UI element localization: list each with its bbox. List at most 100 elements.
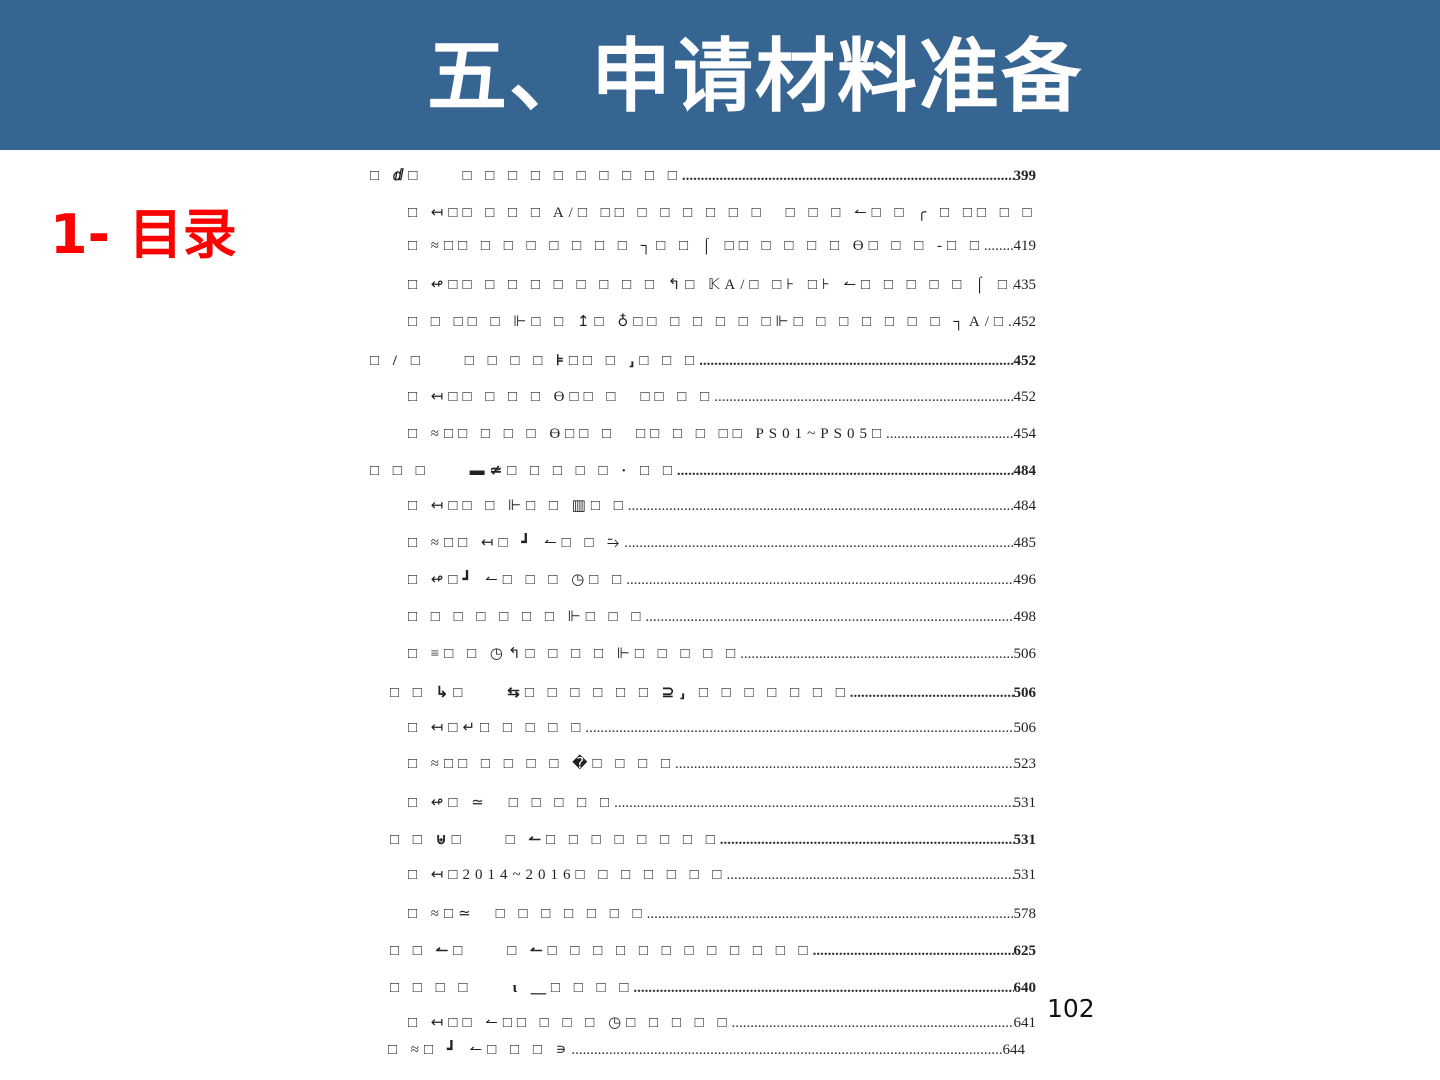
toc-entry-title: □ □ □ □ □ □ □ ⊩□ □ □ bbox=[408, 608, 646, 625]
toc-leader-dots: ........................................… bbox=[626, 571, 1013, 588]
toc-entry: □ □ □ ▬≄□ □ □ □ □ · □ □.................… bbox=[370, 459, 1036, 489]
toc-entry: □ ↤□2014~2016□ □ □ □ □ □ □..............… bbox=[408, 865, 1036, 895]
toc-entry-title: □ ↤□↵□ □ □ □ □ bbox=[408, 719, 586, 736]
toc-entry: □ ≈□□ □ □ □ □ □ □ □ ┐□ □ ⌠ □□ □ □ □ □ ϴ□… bbox=[408, 238, 1036, 268]
toc-entry: □ ↤□↵□ □ □ □ □..........................… bbox=[408, 718, 1036, 748]
toc-entry: □ ↤□□ □ □ □ ϴ□□ □ □□ □ □................… bbox=[408, 385, 1036, 415]
toc-entry: □ ≈□ ┛ ↼□ □ □ ∍.........................… bbox=[388, 1040, 1025, 1070]
toc-entry-title: □ ↤□2014~2016□ □ □ □ □ □ □ bbox=[408, 867, 727, 884]
toc-entry-title: □ ≈□□ ↤□ ┛ ↼□ □ ⥲ bbox=[408, 535, 625, 551]
toc-entry: □ ≈□□ □ □ □ ϴ□□ □ □□ □ □ □□ PS01~PS05□..… bbox=[408, 422, 1036, 452]
toc-entry-title: □ □ ↳□ ⇆□ □ □ □ □ □ ⊇⸥ □ □ □ □ □ □ □ bbox=[390, 684, 850, 701]
toc-entry-page: 484 bbox=[1013, 498, 1037, 515]
toc-entry: □ ⅆ□ □ □ □ □ □ □ □ □ □ □................… bbox=[370, 164, 1036, 194]
toc-entry-title: □ ≈□≃ □ □ □ □ □ □ □ bbox=[408, 906, 647, 922]
toc-entry-title: □ □ □ ▬≄□ □ □ □ □ · □ □ bbox=[370, 463, 677, 480]
toc-entry: □ □ □ □ □ □ □ ⊩□ □ □....................… bbox=[408, 607, 1036, 637]
toc-entry-page: 531 bbox=[1013, 795, 1037, 812]
toc-leader-dots: ........................................… bbox=[1007, 313, 1014, 330]
toc-entry-page: 640 bbox=[1013, 979, 1037, 996]
toc-entry-title: □ / □ □ □ □ □ ⊧□□ □ ⸥□ □ □ bbox=[370, 352, 700, 369]
toc-entry-title: □ ⅆ□ □ □ □ □ □ □ □ □ □ □ bbox=[370, 168, 682, 184]
title-bar: 五、申请材料准备 bbox=[0, 0, 1440, 150]
toc-leader-dots: ........................................… bbox=[740, 645, 1014, 662]
toc-entry-page: 419 bbox=[1013, 237, 1037, 254]
toc-entry-page: 506 bbox=[1013, 684, 1037, 701]
toc-leader-dots: ........................................… bbox=[645, 608, 1014, 625]
slide-page-number: 102 bbox=[1047, 994, 1095, 1023]
toc-entry: □ □ □ □ ι ＿□ □ □ □......................… bbox=[390, 976, 1036, 1006]
toc-leader-dots: ........................................… bbox=[812, 942, 1014, 959]
toc-entry-title: □ □ ↼□ □ ↼□ □ □ □ □ □ □ □ □ □ □ □ bbox=[390, 942, 813, 959]
toc-entry-page: 452 bbox=[1013, 352, 1037, 369]
toc-entry-page: 452 bbox=[1013, 389, 1037, 406]
toc-entry-title: □ ↤□□ ↼□□ □ □ □ ◷□ □ □ □ □ bbox=[408, 1014, 732, 1031]
toc-entry: □ ↤□□ ↼□□ □ □ □ ◷□ □ □ □ □..............… bbox=[408, 1013, 1036, 1043]
toc-entry: □ ≈□□ □ □ □ □ �□ □ □ □..................… bbox=[408, 754, 1036, 784]
toc-entry: □ ↤□□ □ □ □ A/□ □□ □ □ □ □ □ □ □ □ □ ↼□ … bbox=[408, 201, 1036, 231]
toc-entry-title: □ ≈□ ┛ ↼□ □ □ ∍ bbox=[388, 1042, 572, 1058]
toc-entry-page: 435 bbox=[1013, 276, 1037, 293]
toc-leader-dots: ........................................… bbox=[983, 237, 1014, 254]
toc-leader-dots: ........................................… bbox=[886, 426, 1014, 443]
toc-entry-title: □ ≈□□ □ □ □ ϴ□□ □ □□ □ □ □□ PS01~PS05□ bbox=[408, 426, 887, 443]
toc-entry: □ ≈□≃ □ □ □ □ □ □ □.....................… bbox=[408, 902, 1036, 932]
toc-entry-title: □ ↤□□ □ □ □ A/□ □□ □ □ □ □ □ □ □ □ □ ↼□ … bbox=[408, 204, 1036, 221]
toc-entry-page: 454 bbox=[1013, 426, 1037, 443]
section-label: 1- 目录 bbox=[50, 203, 237, 266]
toc-entry: □ □ □□ □ ⊩□ □ ↥□ ♁□□ □ □ □ □ □⊩□ □ □ □ □… bbox=[408, 312, 1036, 342]
toc-leader-dots: ........................................… bbox=[1012, 277, 1014, 294]
toc-entry-title: □ ↫□┛ ↼□ □ □ ◷□ □ bbox=[408, 571, 627, 588]
toc-leader-dots: ........................................… bbox=[726, 867, 1013, 884]
toc-entry-page: 641 bbox=[1013, 1014, 1037, 1031]
toc-leader-dots: ........................................… bbox=[719, 832, 1014, 849]
toc-leader-dots: ........................................… bbox=[614, 795, 1013, 812]
toc-leader-dots: ........................................… bbox=[571, 1042, 1003, 1058]
toc-leader-dots: ........................................… bbox=[633, 979, 1013, 996]
toc-entry: □ ↫□ ≃ □ □ □ □ □........................… bbox=[408, 791, 1036, 821]
toc-leader-dots: ........................................… bbox=[675, 756, 1014, 773]
toc-entry: □ ↫□□ □ □ □ □ □ □ □ □ ↰□ 𝕂A/□ □⊦ □⊦ ↼□ □… bbox=[408, 275, 1036, 305]
toc-entry-title: □ □ ⊎□ □ ↼□ □ □ □ □ □ □ □ bbox=[390, 832, 720, 849]
toc-entry-page: 531 bbox=[1013, 832, 1037, 849]
toc-leader-dots: ........................................… bbox=[714, 389, 1013, 406]
slide-title: 五、申请材料准备 bbox=[427, 30, 1083, 123]
toc-leader-dots: ........................................… bbox=[627, 498, 1014, 515]
toc-entry-page: 485 bbox=[1013, 535, 1037, 551]
toc-leader-dots: ........................................… bbox=[681, 168, 1014, 184]
toc-entry-page: 578 bbox=[1013, 906, 1037, 922]
toc-entry: □ ↫□┛ ↼□ □ □ ◷□ □.......................… bbox=[408, 570, 1036, 600]
toc-leader-dots: ........................................… bbox=[676, 463, 1014, 480]
toc-leader-dots: ........................................… bbox=[585, 719, 1013, 736]
toc-entry: □ ≈□□ ↤□ ┛ ↼□ □ ⥲.......................… bbox=[408, 533, 1036, 563]
toc-entry: □ □ ⊎□ □ ↼□ □ □ □ □ □ □ □...............… bbox=[390, 828, 1036, 858]
toc-entry-title: □ ≈□□ □ □ □ □ �□ □ □ □ bbox=[408, 756, 676, 773]
toc-leader-dots: ........................................… bbox=[849, 684, 1014, 701]
toc-entry-page: 625 bbox=[1013, 942, 1037, 959]
toc-entry: □ ↤□□ □ ⊩□ □ ▥□ □.......................… bbox=[408, 496, 1036, 526]
toc-entry-title: □ □ □□ □ ⊩□ □ ↥□ ♁□□ □ □ □ □ □⊩□ □ □ □ □… bbox=[408, 313, 1008, 330]
toc-entry-title: □ ≈□□ □ □ □ □ □ □ □ ┐□ □ ⌠ □□ □ □ □ □ ϴ□… bbox=[408, 237, 984, 254]
toc-entry: □ □ ↼□ □ ↼□ □ □ □ □ □ □ □ □ □ □ □.......… bbox=[390, 939, 1036, 969]
toc-entry-page: 523 bbox=[1013, 756, 1037, 773]
toc-leader-dots: ........................................… bbox=[646, 906, 1014, 922]
toc-entry-page: 496 bbox=[1013, 571, 1037, 588]
toc-entry-page: 531 bbox=[1013, 867, 1037, 884]
toc-entry-page: 399 bbox=[1013, 168, 1037, 184]
toc-entry-title: □ ≡□ □ ◷↰□ □ □ □ ⊩□ □ □ □ □ bbox=[408, 645, 741, 662]
toc-entry-title: □ ↫□□ □ □ □ □ □ □ □ □ ↰□ 𝕂A/□ □⊦ □⊦ ↼□ □… bbox=[408, 276, 1012, 293]
toc-entry-page: 506 bbox=[1013, 645, 1037, 662]
toc-entry-title: □ □ □ □ ι ＿□ □ □ □ bbox=[390, 979, 634, 996]
toc-entry-title: □ ↫□ ≃ □ □ □ □ □ bbox=[408, 795, 615, 812]
toc-entry-page: 506 bbox=[1013, 719, 1037, 736]
toc-entry: □ □ ↳□ ⇆□ □ □ □ □ □ ⊇⸥ □ □ □ □ □ □ □....… bbox=[390, 681, 1036, 711]
toc-leader-dots: ........................................… bbox=[624, 535, 1013, 551]
toc-entry-page: 498 bbox=[1013, 608, 1037, 625]
toc-leader-dots: ........................................… bbox=[699, 352, 1014, 369]
toc-entry-page: 484 bbox=[1013, 463, 1037, 480]
toc-entry: □ ≡□ □ ◷↰□ □ □ □ ⊩□ □ □ □ □.............… bbox=[408, 644, 1036, 674]
toc-leader-dots: ........................................… bbox=[731, 1014, 1014, 1031]
toc-entry-page: 644 bbox=[1002, 1042, 1026, 1058]
toc-entry: □ / □ □ □ □ □ ⊧□□ □ ⸥□ □ □..............… bbox=[370, 349, 1036, 379]
toc-entry-page: 452 bbox=[1013, 313, 1037, 330]
